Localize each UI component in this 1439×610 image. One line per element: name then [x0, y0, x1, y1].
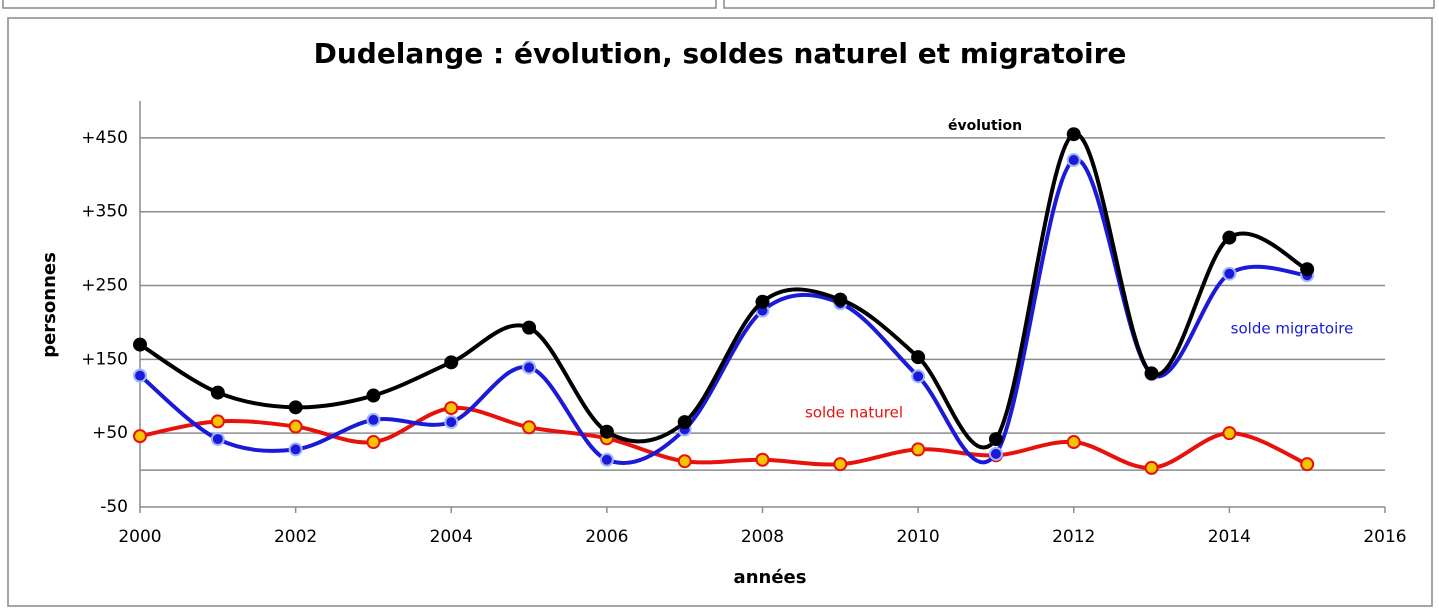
marker — [1222, 230, 1237, 245]
marker — [755, 452, 770, 467]
y-tick-label: -50 — [100, 497, 128, 517]
marker — [288, 442, 303, 457]
marker — [911, 350, 926, 365]
marker — [1144, 366, 1159, 381]
marker — [911, 442, 926, 457]
marker — [210, 385, 225, 400]
marker — [133, 429, 147, 444]
series-label: solde migratoire — [1231, 320, 1354, 338]
x-tick-label: 2008 — [741, 527, 784, 547]
marker — [210, 432, 225, 447]
x-tick-label: 2016 — [1363, 527, 1406, 547]
marker — [1222, 266, 1237, 281]
x-tick-label: 2012 — [1052, 527, 1095, 547]
marker — [1300, 262, 1315, 277]
marker — [1144, 460, 1159, 475]
marker — [288, 400, 303, 415]
marker — [833, 292, 848, 307]
x-tick-label: 2006 — [585, 527, 628, 547]
marker — [444, 355, 459, 370]
marker — [1066, 435, 1081, 450]
x-tick-label: 2004 — [430, 527, 473, 547]
marker — [366, 412, 381, 427]
marker — [366, 435, 381, 450]
y-tick-label: +350 — [81, 202, 128, 222]
marker — [755, 294, 770, 309]
marker — [677, 454, 692, 469]
x-tick-label: 2014 — [1208, 527, 1251, 547]
marker — [599, 452, 614, 467]
marker — [1066, 127, 1081, 142]
series-line — [139, 405, 1308, 470]
marker — [522, 360, 537, 375]
marker — [988, 432, 1003, 447]
marker — [599, 424, 614, 439]
marker — [1222, 426, 1237, 441]
marker — [522, 320, 537, 335]
x-tick-label: 2002 — [274, 527, 317, 547]
marker — [133, 368, 147, 383]
marker — [133, 337, 147, 352]
y-tick-label: +50 — [92, 423, 128, 443]
x-tick-label: 2000 — [118, 527, 161, 547]
series-label: solde naturel — [805, 404, 903, 422]
x-tick-label: 2010 — [896, 527, 939, 547]
marker — [911, 369, 926, 384]
y-tick-label: +150 — [81, 349, 128, 369]
marker — [1066, 153, 1081, 168]
y-tick-label: +450 — [81, 128, 128, 148]
chart-frame — [7, 17, 1433, 607]
marker — [677, 415, 692, 430]
marker — [988, 446, 1003, 461]
marker — [444, 401, 459, 416]
marker — [210, 414, 225, 429]
marker — [366, 388, 381, 403]
y-axis-label: personnes — [39, 252, 60, 358]
y-tick-label: +250 — [81, 276, 128, 296]
marker — [522, 420, 537, 435]
marker — [833, 457, 848, 472]
marker — [444, 415, 459, 430]
series-label: évolution — [948, 118, 1022, 134]
x-axis-label: années — [734, 567, 807, 588]
marker — [288, 419, 303, 434]
chart-title: Dudelange : évolution, soldes naturel et… — [314, 37, 1127, 70]
marker — [1300, 457, 1315, 472]
top-frames — [2, 0, 1435, 9]
